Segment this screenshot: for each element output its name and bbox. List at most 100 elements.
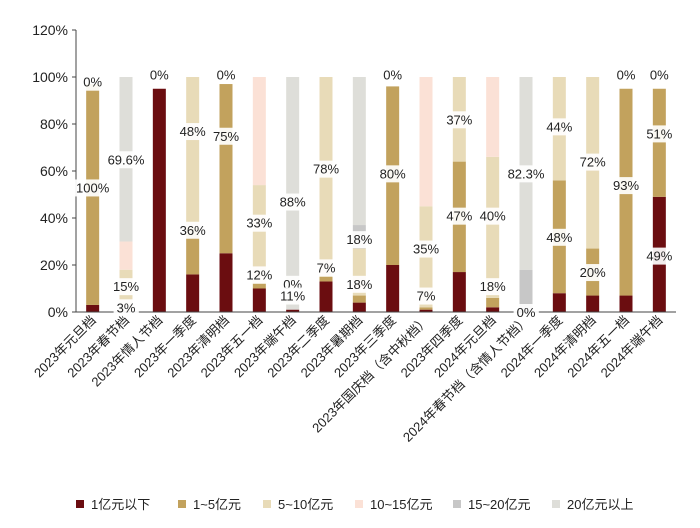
data-label: 82.3% xyxy=(504,165,548,183)
data-label-background xyxy=(146,66,173,84)
bar-segment-0-4 xyxy=(219,253,233,312)
data-label-text: 20% xyxy=(580,265,606,280)
data-label-text: 44% xyxy=(546,119,572,134)
data-label-text: 0% xyxy=(217,68,236,83)
data-label-background xyxy=(443,207,476,225)
data-label-background xyxy=(476,207,510,225)
legend-swatch xyxy=(76,499,84,508)
data-label-background xyxy=(543,118,576,136)
data-label: 18% xyxy=(343,275,376,293)
legend-swatch xyxy=(355,499,363,508)
data-label: 0% xyxy=(646,66,673,84)
data-label-text: 0% xyxy=(150,68,169,83)
data-label: 0% xyxy=(80,73,106,91)
data-label-text: 18% xyxy=(346,277,372,292)
data-label: 36% xyxy=(176,221,210,239)
legend-item: 10~15亿元 xyxy=(355,494,433,513)
bar-segment-1-5 xyxy=(252,283,266,289)
data-label-text: 7% xyxy=(417,289,436,304)
data-label-background xyxy=(643,247,676,265)
data-label: 0% xyxy=(613,66,639,84)
data-label-text: 48% xyxy=(546,230,572,245)
bar-segment-1-12 xyxy=(486,297,500,308)
bar-segment-1-3 xyxy=(186,227,200,275)
data-labels: 0% 100% 69.6% 15% 3% 0% 48% 36% 0% 75% 33% 12% 88% 0%… xyxy=(73,66,676,321)
data-label-text: 0% xyxy=(617,68,636,83)
bar-segment-3-10 xyxy=(419,77,433,207)
data-label: 0% xyxy=(213,66,239,84)
bar-segment-2-3 xyxy=(186,77,200,228)
bar-segment-2-5 xyxy=(252,185,266,284)
bar-segment-0-14 xyxy=(552,293,566,312)
data-label-background xyxy=(343,231,376,249)
legend-label: 10~15亿元 xyxy=(370,497,433,512)
bar-segment-1-17 xyxy=(652,88,666,197)
y-tick-label: 40% xyxy=(40,210,68,226)
bar-segment-0-8 xyxy=(352,302,366,312)
data-label-background xyxy=(313,259,339,277)
data-label-text: 49% xyxy=(646,249,672,264)
data-label-text: 88% xyxy=(280,195,306,210)
x-axis: 2023年元旦档2023年春节档2023年情人节档2023年一季度2023年清明… xyxy=(31,311,676,445)
data-label-text: 82.3% xyxy=(508,166,545,181)
data-label: 93% xyxy=(609,177,643,195)
data-label-background xyxy=(613,66,639,84)
legend-item: 1亿元以下 xyxy=(76,494,150,513)
data-label-background xyxy=(413,287,439,305)
data-label: 7% xyxy=(413,287,439,305)
data-label-background xyxy=(476,278,510,296)
y-tick-label: 60% xyxy=(40,163,68,179)
legend-label: 1~5亿元 xyxy=(193,497,242,512)
data-label-text: 0% xyxy=(83,75,102,90)
data-label-background xyxy=(277,287,309,305)
data-label: 100% xyxy=(73,179,113,197)
data-label-text: 11% xyxy=(280,289,305,304)
bar-segment-1-8 xyxy=(352,295,366,303)
data-label: 49% xyxy=(643,247,676,265)
y-axis: 0% 20% 40% 60% 80% 100% 120% xyxy=(32,22,77,320)
y-tick-label: 80% xyxy=(40,116,68,132)
data-label-background xyxy=(80,73,106,91)
legend-label: 20亿元以上 xyxy=(567,497,634,512)
data-label-text: 33% xyxy=(246,216,272,231)
data-label: 0% xyxy=(513,304,539,321)
bar-segment-0-10 xyxy=(419,309,433,312)
data-label: 78% xyxy=(309,160,343,178)
data-label-background xyxy=(643,125,676,143)
data-label: 80% xyxy=(376,165,410,183)
data-label: 72% xyxy=(576,153,610,171)
legend-item: 20亿元以上 xyxy=(552,494,633,513)
data-label-text: 48% xyxy=(180,124,206,139)
bar-segment-5-8 xyxy=(352,77,366,226)
data-label-text: 0% xyxy=(650,68,669,83)
legend-swatch xyxy=(263,499,271,508)
data-label-background xyxy=(176,221,210,239)
data-label: 48% xyxy=(176,123,210,141)
bar-segment-4-13 xyxy=(519,269,533,312)
data-label-background xyxy=(409,240,443,258)
data-label-text: 78% xyxy=(313,162,339,177)
data-label: 20% xyxy=(576,264,610,282)
y-tick-label: 120% xyxy=(32,22,68,38)
data-label: 18% xyxy=(476,278,510,296)
data-label-text: 69.6% xyxy=(108,152,145,167)
legend-label: 15~20亿元 xyxy=(468,497,531,512)
data-label: 7% xyxy=(313,259,339,277)
data-label-text: 100% xyxy=(76,180,110,195)
data-label-background xyxy=(73,179,113,197)
data-label: 3% xyxy=(113,299,139,317)
data-label-background xyxy=(504,165,548,183)
bar-segment-1-4 xyxy=(219,84,233,254)
data-label-background xyxy=(104,151,148,169)
data-label-background xyxy=(343,275,376,293)
data-label: 33% xyxy=(243,214,276,232)
legend-label: 1亿元以下 xyxy=(91,497,151,512)
data-label-text: 0% xyxy=(517,305,536,320)
data-label-background xyxy=(646,66,673,84)
stacked-bar-chart: 0% 20% 40% 60% 80% 100% 120% 2023年元旦档2023年春节档2… xyxy=(31,22,676,445)
data-label-text: 15% xyxy=(113,279,139,294)
data-label-text: 51% xyxy=(646,126,672,141)
data-label: 0% xyxy=(146,66,173,84)
data-label: 0% xyxy=(380,66,406,84)
data-label: 44% xyxy=(543,118,576,136)
